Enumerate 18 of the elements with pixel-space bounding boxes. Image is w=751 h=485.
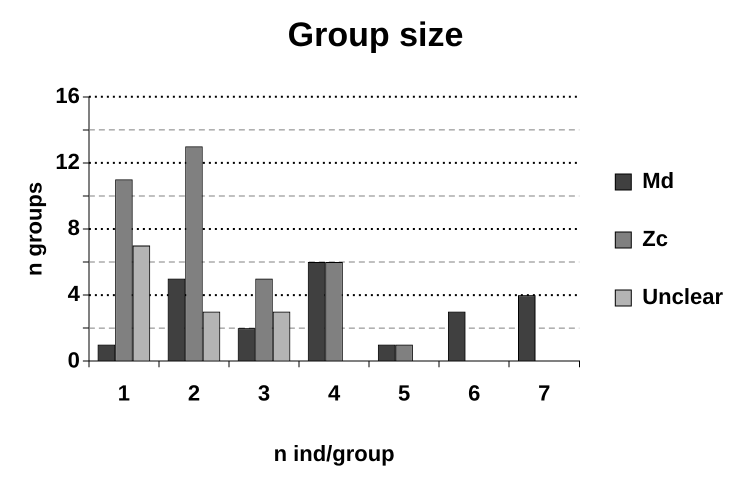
chart-title: Group size [288, 16, 464, 54]
x-tick-label: 7 [538, 380, 550, 406]
y-tick-label: 16 [55, 82, 80, 108]
x-tick-label: 2 [188, 380, 200, 406]
y-tick-label: 0 [68, 347, 80, 372]
legend-label: Zc [642, 226, 668, 252]
x-tick-label: 5 [398, 380, 410, 406]
y-tick-label: 8 [68, 215, 80, 240]
y-axis-title: n groups [21, 182, 46, 276]
x-axis-title: n ind/group [274, 440, 395, 466]
y-tick-label: 12 [55, 148, 80, 174]
legend-label: Md [642, 168, 674, 194]
x-tick-label: 3 [258, 380, 270, 406]
legend-label: Unclear [642, 284, 724, 310]
x-tick-label: 1 [118, 380, 130, 406]
y-tick-label: 4 [68, 281, 81, 306]
x-tick-label: 4 [328, 380, 341, 406]
x-tick-label: 6 [468, 380, 480, 406]
